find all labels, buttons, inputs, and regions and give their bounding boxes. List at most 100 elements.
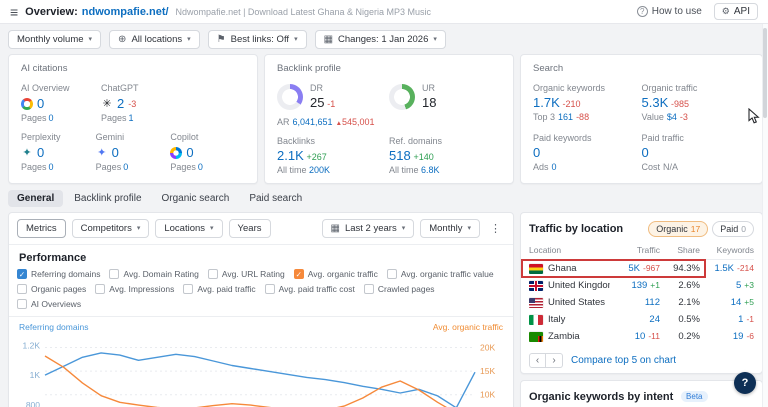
- metric-checkbox-referring-domains[interactable]: ✓ Referring domains: [17, 269, 101, 279]
- share-value: 2.1%: [678, 297, 700, 308]
- dr-change: -1: [327, 99, 336, 109]
- paid-keywords-value[interactable]: 0: [533, 145, 541, 160]
- site-description: Ndwompafie.net | Download Latest Ghana &…: [175, 6, 432, 17]
- traffic-value[interactable]: 10: [634, 331, 646, 342]
- metrics-toolbar: Metrics Competitors ▾ Locations ▾ Years ▦ L…: [9, 213, 513, 245]
- pages-count[interactable]: 0: [48, 162, 54, 172]
- pages-count[interactable]: 0: [197, 162, 203, 172]
- changes-dropdown[interactable]: ▦ Changes: 1 Jan 2026 ▾: [314, 30, 446, 49]
- value-amount[interactable]: $4: [666, 112, 677, 122]
- competitors-dropdown[interactable]: Competitors ▾: [71, 219, 150, 238]
- traffic-location-row[interactable]: Italy 24 0.5% 1 -1: [529, 311, 754, 328]
- question-circle-icon: ?: [636, 6, 648, 17]
- help-button[interactable]: ?: [734, 372, 756, 394]
- refdomains-value[interactable]: 518: [389, 148, 411, 163]
- locations-dropdown[interactable]: Locations ▾: [155, 219, 223, 238]
- svg-text:20K: 20K: [480, 342, 495, 352]
- metric-checkbox-organic-pages[interactable]: Organic pages: [17, 284, 86, 294]
- metric-checkbox-avg-paid-traffic[interactable]: Avg. paid traffic: [183, 284, 256, 294]
- share-value: 2.6%: [678, 280, 700, 291]
- competitors-label: Competitors: [80, 223, 132, 234]
- metric-checkbox-ai-overviews[interactable]: AI Overviews: [17, 299, 81, 309]
- tab-paid-search[interactable]: Paid search: [249, 193, 303, 204]
- metrics-button[interactable]: Metrics: [17, 219, 66, 238]
- next-page-button[interactable]: ›: [546, 353, 563, 368]
- ai-provider-name: ChatGPT: [101, 83, 139, 93]
- chevron-down-icon: ▾: [136, 225, 141, 232]
- unchecked-checkbox-icon: [386, 269, 397, 279]
- performance-title: Performance: [19, 252, 87, 264]
- backlinks-value[interactable]: 2.1K: [277, 148, 304, 163]
- best-links-dropdown[interactable]: ⚑ Best links: Off ▾: [207, 30, 307, 49]
- date-range-dropdown[interactable]: ▦ Last 2 years ▾: [321, 219, 415, 238]
- how-to-use-button[interactable]: ? How to use: [636, 6, 702, 17]
- keywords-value[interactable]: 14: [730, 297, 742, 308]
- metric-checkbox-avg-impressions[interactable]: Avg. Impressions: [95, 284, 174, 294]
- prev-page-button[interactable]: ‹: [529, 353, 546, 368]
- ai-citations-count[interactable]: 2: [117, 96, 125, 111]
- years-button[interactable]: Years: [228, 219, 271, 238]
- ar-value[interactable]: 6,041,651: [292, 117, 333, 127]
- traffic-location-row[interactable]: Zambia 10 -11 0.2% 19 -6: [529, 328, 754, 345]
- keywords-value[interactable]: 1.5K: [714, 263, 734, 274]
- metric-checkbox-avg-domain-rating[interactable]: Avg. Domain Rating: [109, 269, 199, 279]
- traffic-location-row[interactable]: Ghana 5K -967 94.3% 1.5K -214: [521, 259, 754, 278]
- organic-count: 17: [690, 224, 701, 234]
- traffic-location-row[interactable]: United States 112 2.1% 14 +5: [529, 294, 754, 311]
- granularity-dropdown[interactable]: Monthly ▾: [420, 219, 480, 238]
- pages-count[interactable]: 0: [48, 113, 54, 123]
- top3-value[interactable]: 161: [558, 112, 574, 122]
- ai-citations-count[interactable]: 0: [111, 145, 119, 160]
- tab-organic-search[interactable]: Organic search: [161, 193, 230, 204]
- keywords-value[interactable]: 5: [736, 280, 742, 291]
- chart-series-left: [44, 352, 476, 407]
- traffic-table-header: Location Traffic Share Keywords: [529, 243, 754, 260]
- refdomains-alltime-value[interactable]: 6.8K: [421, 165, 440, 175]
- organic-keywords-value[interactable]: 1.7K: [533, 95, 560, 110]
- traffic-value[interactable]: 5K: [628, 263, 640, 274]
- organic-toggle[interactable]: Organic 17: [648, 221, 709, 237]
- ai-citations-count[interactable]: 0: [186, 145, 194, 160]
- organic-traffic-value[interactable]: 5.3K: [641, 95, 669, 110]
- metric-checkbox-avg-organic-traffic[interactable]: ✓ Avg. organic traffic: [293, 269, 378, 279]
- united-states-flag-icon: [529, 297, 543, 308]
- traffic-location-row[interactable]: United Kingdom 139 +1 2.6% 5 +3: [529, 277, 754, 294]
- ai-citations-count[interactable]: 0: [37, 145, 45, 160]
- metric-checkbox-avg-url-rating[interactable]: Avg. URL Rating: [207, 269, 285, 279]
- chevron-down-icon: ▾: [210, 225, 214, 232]
- unchecked-checkbox-icon: [264, 284, 275, 294]
- chevron-down-icon: ▾: [88, 36, 93, 43]
- metric-checkbox-avg-paid-traffic-cost[interactable]: Avg. paid traffic cost: [264, 284, 355, 294]
- backlinks-alltime-value[interactable]: 200K: [309, 165, 331, 175]
- api-button[interactable]: ⚙ API: [713, 3, 758, 20]
- pages-count[interactable]: 0: [123, 162, 129, 172]
- traffic-value[interactable]: 139: [631, 280, 648, 291]
- keywords-change: +3: [744, 280, 754, 290]
- tab-backlink-profile[interactable]: Backlink profile: [74, 193, 142, 204]
- keywords-value[interactable]: 19: [732, 331, 744, 342]
- all-locations-dropdown[interactable]: ⊕ All locations ▾: [109, 30, 200, 49]
- domain-link[interactable]: ndwompafie.net/: [81, 5, 169, 18]
- more-options-icon[interactable]: ⋮: [490, 223, 501, 235]
- scrollbar-thumb[interactable]: [763, 28, 767, 118]
- metric-checkbox-avg-organic-traffic-value[interactable]: Avg. organic traffic value: [386, 269, 494, 279]
- traffic-value[interactable]: 24: [649, 314, 660, 325]
- changes-label: Changes: 1 Jan 2026: [338, 34, 429, 45]
- compare-top5-link[interactable]: Compare top 5 on chart: [571, 355, 677, 366]
- monthly-volume-dropdown[interactable]: Monthly volume ▾: [8, 30, 102, 49]
- ads-value[interactable]: 0: [551, 162, 557, 172]
- traffic-value[interactable]: 112: [644, 297, 660, 308]
- pages-count[interactable]: 1: [128, 113, 134, 123]
- tab-general[interactable]: General: [8, 190, 64, 207]
- pages-label: Pages: [95, 162, 122, 172]
- vertical-scrollbar[interactable]: [762, 24, 768, 407]
- backlinks-change: +267: [306, 152, 327, 162]
- menu-icon[interactable]: ≡: [10, 3, 19, 20]
- metric-checkbox-crawled-pages[interactable]: Crawled pages: [363, 284, 435, 294]
- paid-traffic-value[interactable]: 0: [641, 145, 649, 160]
- google-icon: [21, 97, 33, 110]
- paid-toggle[interactable]: Paid 0: [712, 221, 754, 237]
- ai-citations-count[interactable]: 0: [37, 96, 45, 111]
- keywords-value[interactable]: 1: [738, 314, 744, 325]
- col-keywords: Keywords: [716, 245, 754, 255]
